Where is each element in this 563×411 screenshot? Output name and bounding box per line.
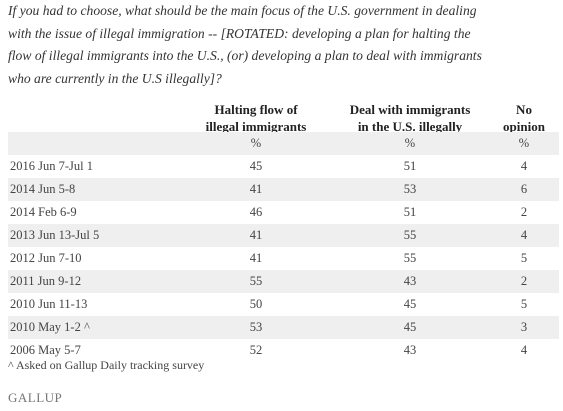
unit-row: %%% — [8, 132, 559, 155]
cell-value: 52 — [249, 343, 263, 357]
row-label: 2011 Jun 9-12 — [10, 274, 82, 288]
table-row: 2010 May 1-2 ^ 53 45 3 — [8, 316, 559, 339]
question-line: flow of illegal immigrants into the U.S.… — [8, 48, 482, 63]
row-label: 2010 May 1-2 ^ — [10, 320, 90, 334]
column-header: Deal with immigrants — [349, 102, 471, 117]
column-header: opinion — [503, 119, 545, 134]
cell-value: 46 — [249, 205, 263, 219]
cell-value: 4 — [520, 159, 528, 173]
cell-value: 55 — [249, 274, 263, 288]
logo: GALLUP — [8, 390, 63, 405]
table-row: 2010 Jun 11-13 50 45 5 — [8, 293, 559, 316]
cell-value: 51 — [403, 159, 417, 173]
row-label: 2006 May 5-7 — [10, 343, 81, 357]
cell-value: 55 — [403, 251, 417, 265]
cell-value: 41 — [249, 228, 263, 242]
cell-value: 50 — [249, 297, 263, 311]
cell-value: 45 — [249, 159, 263, 173]
column-header: illegal immigrants — [205, 119, 307, 134]
cell-value: 55 — [403, 228, 417, 242]
cell-value: 6 — [520, 182, 528, 196]
cell-value: 41 — [249, 251, 263, 265]
cell-value: 51 — [403, 205, 417, 219]
question-line: with the issue of illegal immigration --… — [8, 25, 471, 41]
cell-value: 53 — [403, 182, 417, 196]
row-label: 2012 Jun 7-10 — [10, 251, 82, 265]
cell-value: 45 — [403, 320, 417, 334]
cell-value: 53 — [249, 320, 263, 334]
unit: % — [404, 136, 416, 150]
cell-value: 43 — [403, 343, 417, 357]
table-row: 2014 Jun 5-8 41 53 6 — [8, 178, 559, 201]
cell-value: 45 — [403, 297, 417, 311]
question-line: who are currently in the U.S illegally]? — [8, 70, 222, 86]
row-label: 2016 Jun 7-Jul 1 — [10, 159, 93, 173]
cell-value: 2 — [520, 205, 528, 219]
cell-value: 43 — [403, 274, 417, 288]
cell-value: 5 — [520, 251, 528, 265]
cell-value: 4 — [520, 228, 528, 242]
cell-value: 5 — [520, 297, 528, 311]
column-header: Halting flow of — [214, 102, 298, 117]
cell-value: 2 — [520, 274, 528, 288]
cell-value: 4 — [520, 343, 528, 357]
row-label: 2014 Feb 6-9 — [10, 205, 77, 219]
table-row: 2014 Feb 6-9 46 51 2 — [8, 201, 559, 224]
cell-value: 41 — [249, 182, 263, 196]
table-row: 2013 Jun 13-Jul 5 41 55 4 — [8, 224, 559, 247]
footnote: ^ Asked on Gallup Daily tracking survey — [8, 358, 205, 372]
unit: % — [250, 136, 262, 150]
column-header: No — [516, 102, 532, 117]
table-row: 2016 Jun 7-Jul 1 45 51 4 — [8, 155, 559, 178]
unit: % — [518, 136, 530, 150]
table-row: 2006 May 5-7 52 43 4 — [8, 339, 559, 362]
table-row: 2011 Jun 9-12 55 43 2 — [8, 270, 559, 293]
table-row: 2012 Jun 7-10 41 55 5 — [8, 247, 559, 270]
row-label: 2014 Jun 5-8 — [10, 182, 76, 196]
row-label: 2013 Jun 13-Jul 5 — [10, 228, 100, 242]
column-header: in the U.S. illegally — [357, 119, 463, 134]
cell-value: 3 — [520, 320, 528, 334]
row-label: 2010 Jun 11-13 — [10, 297, 88, 311]
question-line: If you had to choose, what should be the… — [8, 3, 477, 18]
